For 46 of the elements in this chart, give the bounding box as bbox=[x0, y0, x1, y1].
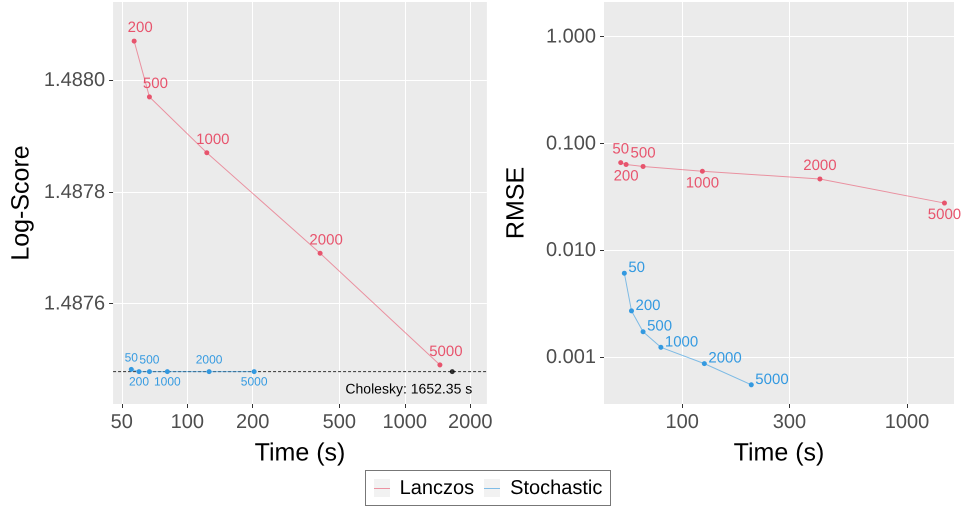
annotation: 50 bbox=[612, 140, 630, 158]
annotation: 2000 bbox=[196, 352, 223, 367]
annotation: 200 bbox=[635, 296, 661, 314]
x-tick-label: 200 bbox=[236, 411, 270, 433]
y-axis-title: Log-Score bbox=[6, 145, 34, 261]
y-tick-label: 0.100 bbox=[546, 132, 596, 154]
annotation: 1000 bbox=[664, 333, 698, 350]
annotation: 500 bbox=[139, 352, 160, 367]
annotation: 500 bbox=[630, 144, 656, 162]
annotation: 2000 bbox=[708, 350, 742, 367]
y-tick-label: 1.000 bbox=[546, 26, 596, 48]
x-tick-label: 100 bbox=[665, 411, 699, 433]
x-tick-label: 50 bbox=[110, 411, 133, 433]
y-axis-title: RMSE bbox=[502, 166, 530, 240]
x-axis-title: Time (s) bbox=[254, 438, 346, 466]
annotation: 1000 bbox=[686, 174, 720, 192]
annotation: 50 bbox=[124, 350, 138, 364]
y-tick-label: 0.010 bbox=[546, 239, 596, 262]
annotation: 5000 bbox=[755, 370, 789, 388]
annotation: 5000 bbox=[928, 206, 962, 224]
annotation: 50 bbox=[628, 259, 646, 276]
annotation: 1000 bbox=[154, 374, 182, 389]
x-tick-label: 500 bbox=[322, 411, 356, 433]
annotation: 200 bbox=[128, 374, 150, 389]
annotation: 2000 bbox=[309, 231, 343, 248]
x-tick-label: 2000 bbox=[448, 411, 493, 433]
annotation: 500 bbox=[142, 74, 168, 92]
x-tick-label: 1000 bbox=[382, 411, 428, 433]
legend-label: Stochastic bbox=[510, 476, 602, 500]
annotation: 5000 bbox=[429, 342, 463, 360]
annotation: 200 bbox=[614, 168, 639, 185]
y-tick-label: 1.4876 bbox=[44, 292, 106, 314]
annotation: 500 bbox=[647, 318, 672, 335]
x-tick-label: 300 bbox=[772, 411, 806, 433]
annotation: 2000 bbox=[803, 156, 837, 174]
x-tick-label: 1000 bbox=[884, 411, 930, 433]
annotation: 5000 bbox=[240, 374, 268, 389]
y-tick-label: 1.4878 bbox=[44, 180, 106, 203]
x-axis-title: Time (s) bbox=[734, 438, 824, 466]
legend-label: Lanczos bbox=[400, 476, 474, 500]
y-tick-label: 0.001 bbox=[546, 346, 596, 368]
x-tick-label: 100 bbox=[170, 411, 204, 433]
annotation: 1000 bbox=[196, 130, 230, 148]
annotation: 200 bbox=[128, 19, 153, 36]
annotation: Cholesky: 1652.35 s bbox=[345, 380, 472, 397]
y-tick-label: 1.4880 bbox=[44, 69, 106, 92]
